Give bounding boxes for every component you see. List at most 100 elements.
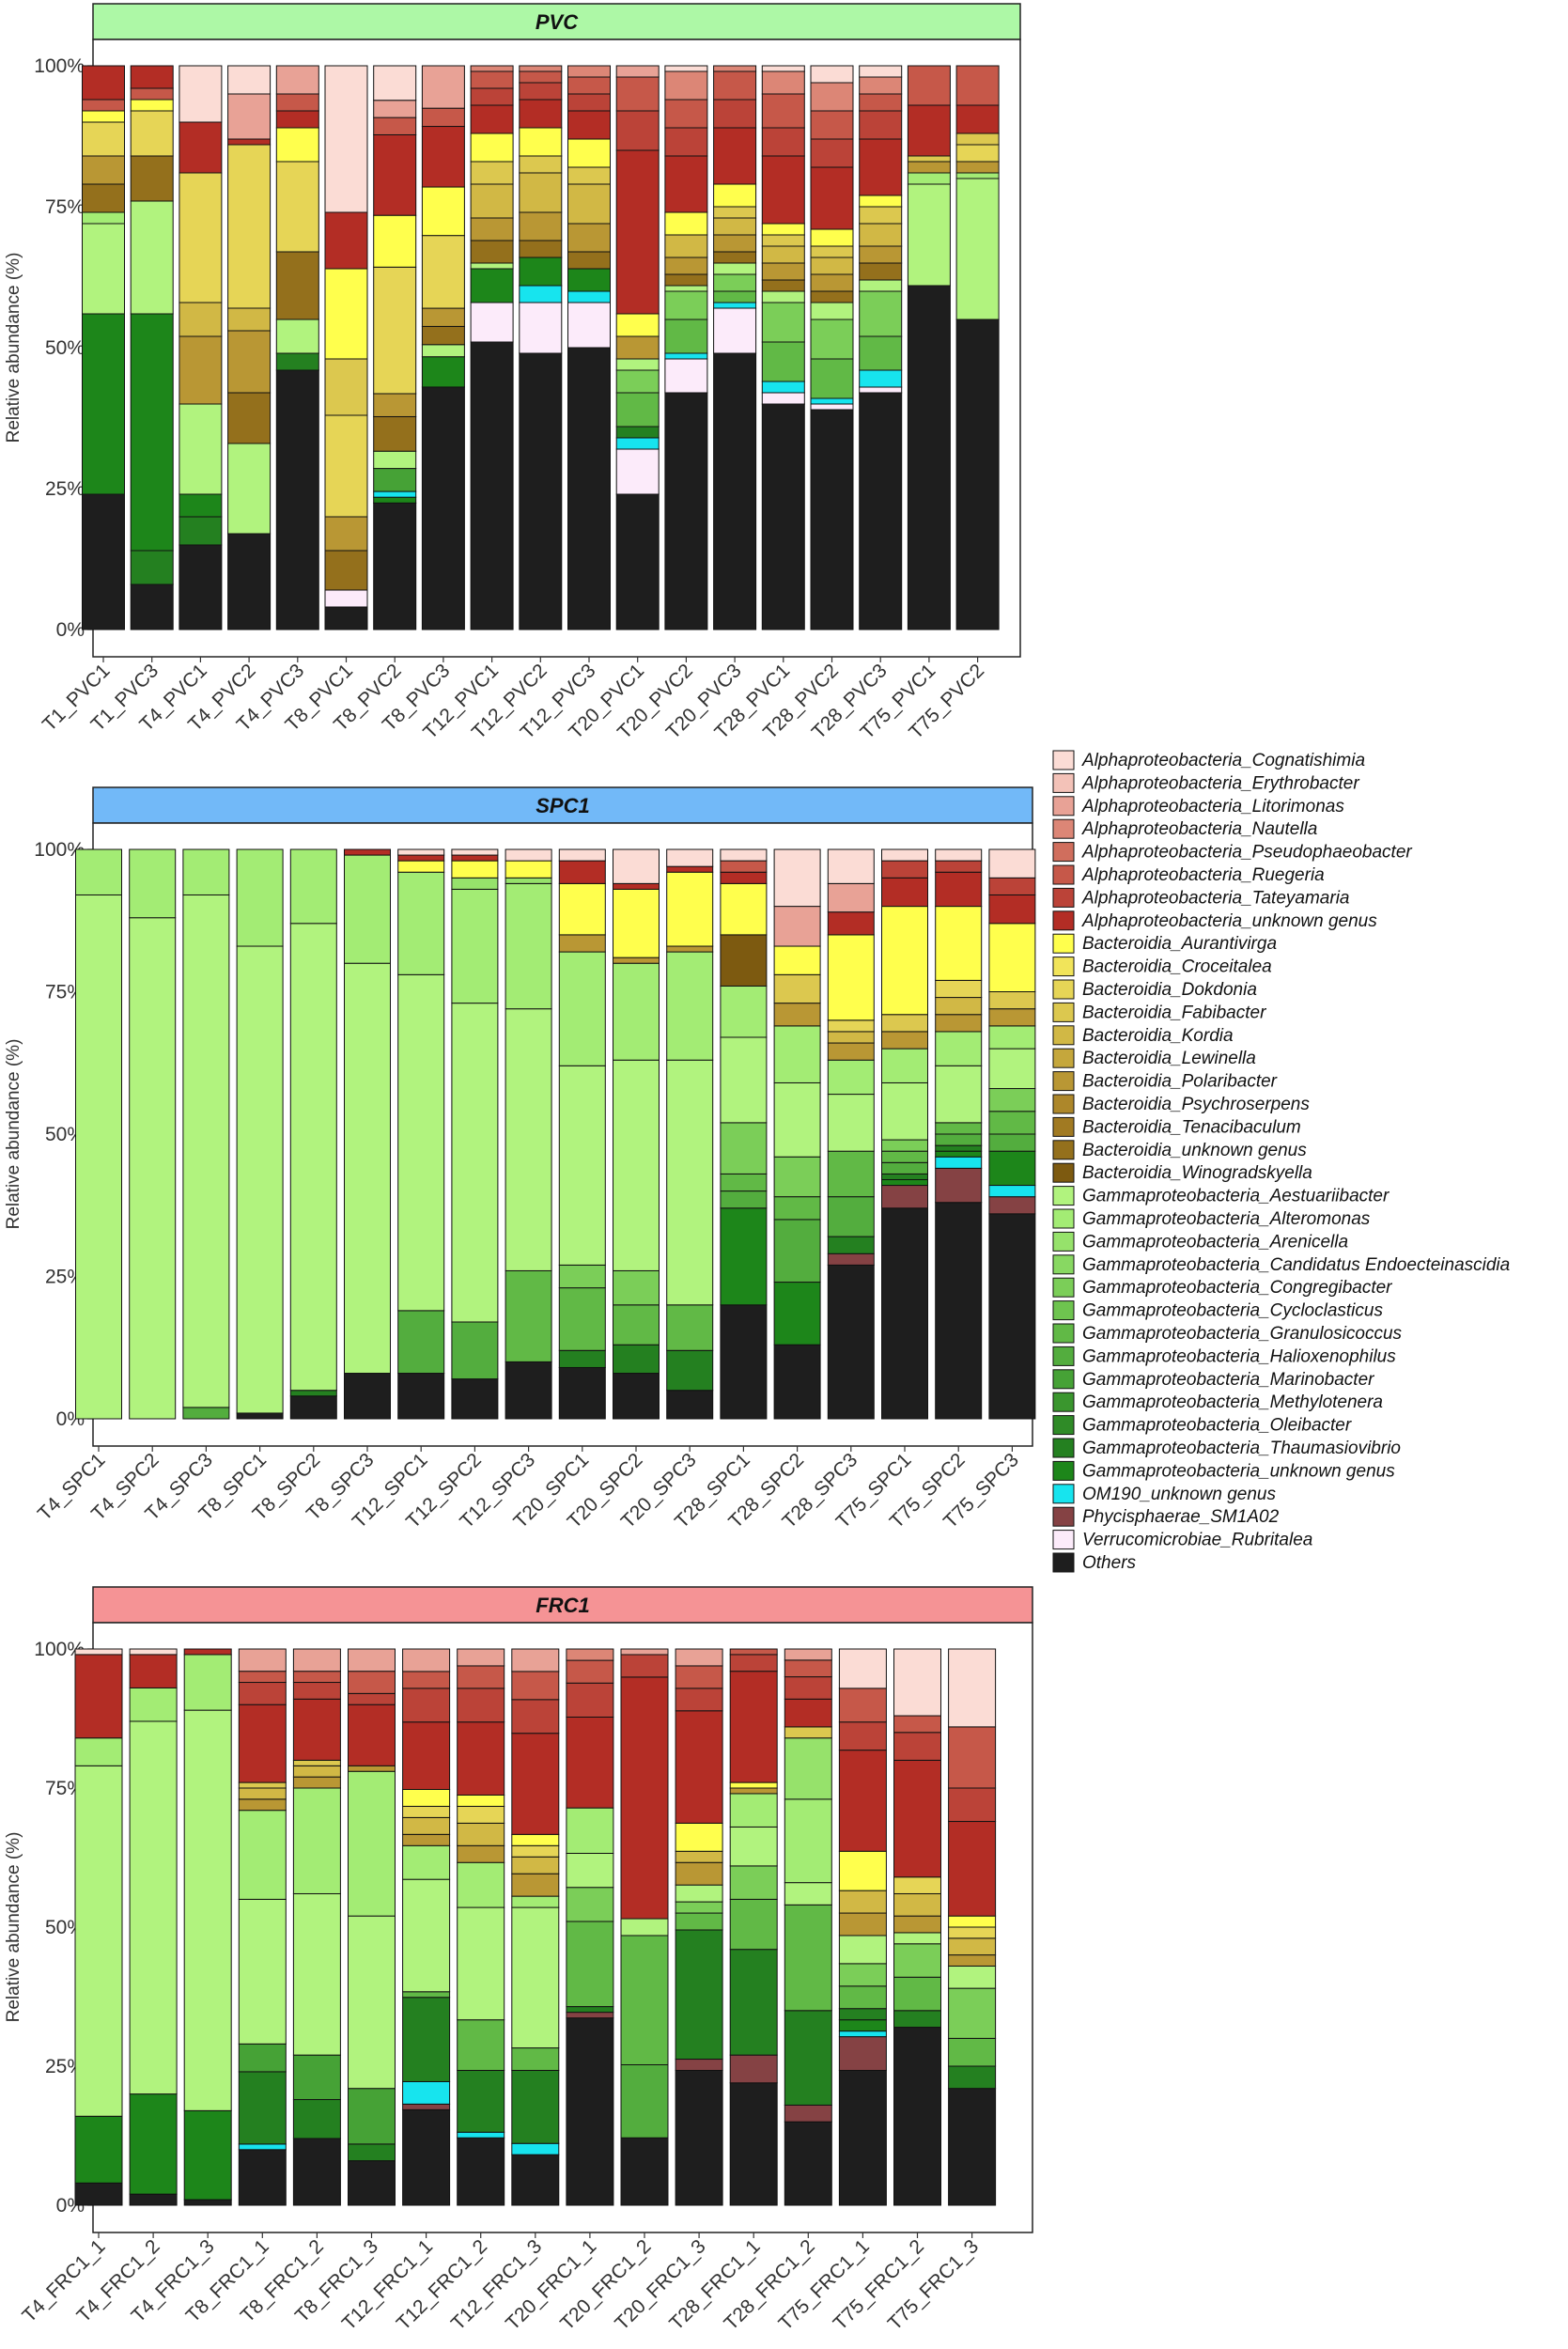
bar-segment (227, 307, 272, 332)
legend-key (1052, 1460, 1075, 1481)
bar-segment (397, 1310, 445, 1375)
bar-segment (421, 307, 465, 327)
legend-label: Bacteroidia_Polaribacter (1082, 1072, 1278, 1092)
bar-T75_SPC3 (988, 848, 1036, 1420)
bar-segment (183, 1709, 232, 2111)
bar-T4_SPC1 (75, 848, 122, 1420)
bar-segment (324, 414, 368, 518)
bar-T12_PVC2 (519, 65, 563, 630)
legend-key (1052, 1277, 1075, 1298)
panel-pvc: PVC 0% 25% 50% 75% 100% Relative abundance (%)… (4, 3, 1021, 743)
bar-segment (666, 1349, 714, 1392)
bar-T1_PVC1 (82, 65, 125, 630)
bar-segment (955, 319, 1000, 630)
bar-segment (227, 138, 272, 146)
bar-segment (893, 1648, 941, 1717)
bar-segment (275, 251, 319, 320)
legend-item: Others (1052, 1552, 1137, 1573)
bar-segment (729, 1865, 778, 1900)
bar-segment (613, 1269, 660, 1306)
bar-segment (348, 1692, 396, 1705)
bar-segment (519, 240, 563, 258)
legend-key (1052, 933, 1075, 954)
bar-segment (566, 1682, 614, 1718)
bar-segment (470, 217, 514, 241)
bar-segment (82, 313, 125, 495)
bar-segment (838, 2069, 887, 2206)
bar-segment (729, 1826, 778, 1867)
bar-segment (470, 183, 514, 219)
bar-segment (838, 1890, 887, 1914)
panel-title: PVC (536, 10, 579, 34)
legend-label: Bacteroidia_Fabibacter (1082, 1003, 1266, 1022)
bar-T75_FRC1_1 (838, 1648, 887, 2206)
bar-segment (505, 877, 552, 884)
bar-segment (613, 1059, 660, 1271)
bar-segment (810, 82, 854, 112)
bar-segment (373, 415, 417, 452)
legend-label: Verrucomicrobiae_Rubritalea (1082, 1531, 1312, 1550)
bar-segment (666, 945, 714, 953)
bar-segment (838, 1750, 887, 1852)
bar-segment (402, 1805, 451, 1818)
bar-segment (130, 87, 174, 101)
bar-segment (907, 155, 951, 163)
bar-segment (935, 1202, 983, 1420)
bar-segment (292, 1765, 341, 1778)
bar-segment (451, 877, 499, 890)
bar-segment (402, 1833, 451, 1846)
bar-segment (827, 1252, 875, 1266)
bar-segment (324, 606, 368, 630)
bar-segment (451, 888, 499, 1004)
bar-segment (761, 262, 805, 281)
bar-segment (675, 2059, 723, 2071)
bar-segment (713, 183, 757, 208)
bar-segment (615, 110, 660, 151)
bar-segment (227, 93, 272, 140)
bar-segment (82, 493, 125, 630)
bar-segment (615, 392, 660, 428)
bar-segment (859, 76, 903, 95)
bar-segment (664, 392, 708, 630)
bar-segment (238, 2071, 287, 2145)
bar-segment (505, 848, 552, 862)
bar-segment (713, 352, 757, 630)
bar-segment (519, 82, 563, 101)
bar-segment (675, 1710, 723, 1824)
bar-segment (451, 1378, 499, 1420)
bar-segment (451, 1003, 499, 1323)
bar-segment (784, 2121, 832, 2206)
bar-segment (810, 166, 854, 230)
bar-segment (948, 1821, 997, 1917)
bar-segment (838, 1721, 887, 1751)
bar-segment (773, 945, 821, 975)
bar-segment (907, 161, 951, 174)
bar-segment (729, 1949, 778, 2056)
legend-key (1052, 1140, 1075, 1160)
legend-item: Phycisphaerae_SM1A02 (1052, 1506, 1280, 1527)
legend-label: Gammaproteobacteria_Alteromonas (1082, 1209, 1371, 1229)
bar-segment (988, 1196, 1036, 1215)
bar-segment (348, 1648, 396, 1672)
bar-segment (955, 178, 1000, 320)
bar-segment (129, 2193, 178, 2206)
bar-segment (129, 1648, 178, 1656)
bar-segment (292, 1776, 341, 1789)
bar-segment (130, 200, 174, 315)
bar-segment (675, 1884, 723, 1903)
bar-segment (620, 2137, 669, 2206)
bar-segment (129, 1654, 178, 1688)
bar-segment (761, 290, 805, 303)
legend-item: Gammaproteobacteria_Granulosicoccus (1052, 1323, 1403, 1344)
bar-segment (713, 65, 757, 72)
legend-key (1052, 750, 1075, 770)
bar-segment (675, 1901, 723, 1914)
bar-segment (713, 234, 757, 253)
bar-segment (457, 1648, 505, 1667)
bar-segment (567, 223, 611, 253)
bar-T12_PVC1 (470, 65, 514, 630)
bar-T20_SPC1 (558, 848, 606, 1420)
bar-segment (566, 1852, 614, 1889)
bar-segment (810, 110, 854, 140)
legend-label: Gammaproteobacteria_Congregibacter (1082, 1278, 1392, 1298)
